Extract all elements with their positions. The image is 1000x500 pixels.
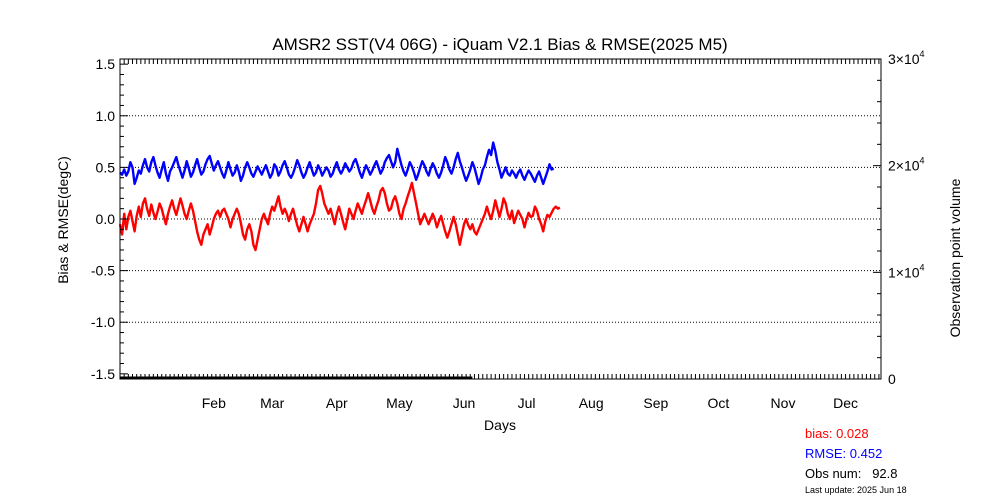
rmse-stat: RMSE: 0.452 xyxy=(805,446,883,461)
y-tick-label: 1.0 xyxy=(96,108,116,124)
month-label: Sep xyxy=(643,395,668,411)
month-label: Jun xyxy=(453,395,476,411)
y-tick-labels: 1.5 1.0 0.5 0.0 -0.5 -1.0 -1.5 xyxy=(91,56,115,382)
y2-tick-label: 3×104 xyxy=(888,49,925,67)
y2-tick-label: 0 xyxy=(888,371,896,387)
grid xyxy=(120,115,881,323)
tick-marks xyxy=(119,58,881,380)
bias-series xyxy=(118,181,561,252)
y2-axis-label: Observation point volume xyxy=(947,178,963,337)
x-axis-label: Days xyxy=(484,417,516,433)
month-label: Jul xyxy=(518,395,536,411)
month-label: Oct xyxy=(707,395,729,411)
month-label: Feb xyxy=(202,395,226,411)
month-label: Aug xyxy=(579,395,604,411)
month-label: Dec xyxy=(833,395,858,411)
month-label: May xyxy=(386,395,412,411)
y2-tick-labels: 3×104 2×104 1×104 0 xyxy=(888,49,925,387)
y-tick-label: -1.5 xyxy=(91,366,115,382)
y-tick-label: -0.5 xyxy=(91,263,115,279)
y-tick-label: 0.0 xyxy=(96,211,116,227)
rmse-series xyxy=(119,141,555,186)
series-layer xyxy=(118,141,561,380)
y2-tick-label: 1×104 xyxy=(888,262,925,280)
month-label: Apr xyxy=(326,395,348,411)
y-axis-label: Bias & RMSE(degC) xyxy=(55,156,71,284)
month-labels: Feb Mar Apr May Jun Jul Aug Sep Oct Nov Dec xyxy=(202,395,858,411)
month-label: Nov xyxy=(771,395,796,411)
y-tick-label: -1.0 xyxy=(91,314,115,330)
y-tick-label: 1.5 xyxy=(96,56,116,72)
last-update: Last update: 2025 Jun 18 xyxy=(805,485,907,495)
chart-title: AMSR2 SST(V4 06G) - iQuam V2.1 Bias & RM… xyxy=(272,35,727,54)
month-label: Mar xyxy=(260,395,284,411)
y-tick-label: 0.5 xyxy=(96,159,116,175)
y2-tick-label: 2×104 xyxy=(888,156,925,174)
bias-stat: bias: 0.028 xyxy=(805,426,869,441)
obs-num-stat: Obs num: 92.8 xyxy=(805,466,898,481)
